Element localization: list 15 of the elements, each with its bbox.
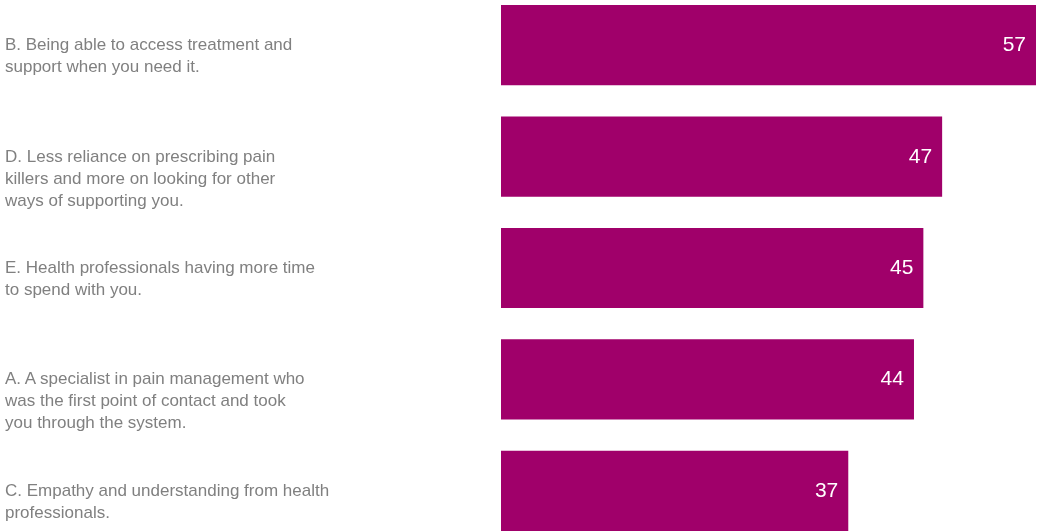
bar xyxy=(501,339,914,420)
data-label: 47 xyxy=(908,143,933,167)
y-tick-label: A. A specialist in pain management who was the first point of contact and took you through the system. xyxy=(4,369,305,433)
bar xyxy=(501,227,924,309)
y-tick-label: E. Health professionals having more time to spend with you. xyxy=(5,258,315,299)
data-label: 44 xyxy=(880,366,905,390)
bar xyxy=(501,116,943,197)
data-label: 45 xyxy=(890,255,914,278)
data-label: 37 xyxy=(814,477,839,501)
bar xyxy=(501,450,849,531)
y-tick-label: C. Empathy and understanding from health professionals. xyxy=(5,480,330,522)
bar xyxy=(501,5,1036,86)
data-label: 57 xyxy=(1002,32,1026,56)
y-tick-label: B. Being able to access treatment and support when you need it. xyxy=(5,35,293,77)
y-tick-label: D. Less reliance on prescribing pain killers and more on looking for other ways of supporting you. xyxy=(4,146,276,210)
